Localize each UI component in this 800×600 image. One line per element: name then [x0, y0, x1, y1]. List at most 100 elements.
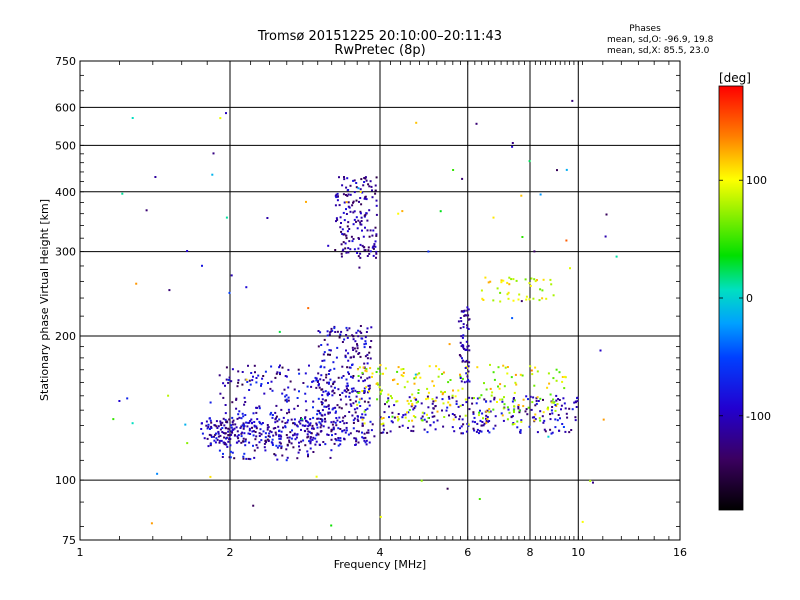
data-point — [256, 406, 259, 409]
data-point — [231, 421, 234, 424]
data-point — [342, 241, 345, 244]
data-point — [402, 371, 405, 374]
data-point — [343, 201, 346, 204]
data-point — [304, 372, 307, 375]
data-point — [549, 393, 552, 396]
data-point — [240, 417, 243, 420]
data-point — [332, 426, 335, 429]
data-point — [271, 389, 274, 392]
data-point — [332, 381, 335, 384]
data-point — [407, 419, 410, 422]
data-point — [320, 401, 323, 403]
data-point — [490, 394, 493, 397]
data-point — [360, 203, 363, 206]
data-point — [315, 379, 318, 382]
data-point — [513, 411, 515, 413]
data-point — [349, 248, 352, 251]
data-point — [339, 421, 342, 423]
data-point — [347, 371, 350, 374]
data-point — [461, 336, 464, 339]
data-point — [345, 403, 348, 406]
data-point — [323, 351, 326, 354]
data-point — [421, 411, 424, 414]
data-point — [461, 357, 463, 360]
data-point — [461, 418, 464, 421]
data-point — [268, 432, 271, 435]
data-point — [315, 386, 318, 389]
data-point — [369, 357, 372, 360]
data-point — [255, 444, 258, 447]
data-point — [218, 374, 221, 377]
data-point — [339, 443, 342, 446]
data-point — [264, 370, 267, 373]
colorbar-tick-label: 0 — [746, 292, 753, 305]
data-point — [269, 413, 272, 416]
data-point — [350, 375, 352, 378]
data-point — [315, 423, 318, 426]
data-point — [344, 356, 347, 359]
data-point — [309, 447, 312, 450]
data-point — [363, 181, 366, 183]
data-point — [360, 397, 363, 400]
data-point — [355, 430, 358, 433]
data-point — [334, 194, 337, 197]
data-point — [379, 392, 382, 395]
data-point — [285, 398, 288, 401]
data-point — [533, 419, 536, 422]
data-point — [305, 419, 307, 422]
data-point — [306, 427, 309, 430]
data-point — [352, 201, 354, 204]
data-point — [476, 422, 479, 425]
data-point — [309, 437, 312, 440]
data-point — [358, 266, 361, 269]
data-point — [329, 349, 332, 352]
data-point — [317, 433, 320, 436]
data-point — [201, 422, 203, 425]
data-point — [218, 449, 221, 452]
data-point — [364, 195, 367, 198]
data-point — [535, 402, 538, 405]
data-point — [481, 297, 484, 300]
data-point — [561, 423, 564, 425]
data-point — [287, 408, 290, 411]
data-point — [352, 335, 355, 338]
data-point — [406, 411, 408, 414]
data-point — [358, 200, 360, 203]
data-point — [392, 379, 394, 382]
data-point — [354, 437, 357, 440]
data-point — [365, 331, 368, 333]
data-point — [307, 435, 310, 438]
data-point — [366, 219, 369, 222]
data-point — [467, 344, 470, 347]
data-point — [503, 403, 506, 406]
data-point — [480, 430, 483, 433]
data-point — [411, 404, 414, 407]
data-point — [361, 431, 363, 434]
data-point — [293, 433, 296, 436]
data-point — [354, 411, 357, 414]
data-point — [357, 379, 360, 382]
data-point — [286, 443, 289, 446]
data-point — [364, 436, 367, 439]
data-point — [460, 335, 463, 338]
data-point — [274, 427, 277, 429]
data-point — [219, 434, 222, 437]
data-point — [327, 382, 330, 385]
data-point — [118, 400, 121, 402]
data-point — [367, 401, 370, 404]
data-point — [309, 440, 312, 443]
data-point — [349, 184, 352, 187]
data-point — [237, 437, 240, 440]
data-point — [472, 427, 475, 430]
data-point — [156, 472, 159, 475]
data-point — [364, 226, 366, 229]
data-point — [492, 408, 495, 411]
data-point — [483, 398, 486, 401]
data-point — [443, 416, 446, 418]
data-point — [355, 216, 358, 219]
data-point — [258, 432, 261, 435]
data-point — [341, 228, 344, 231]
data-point — [506, 418, 509, 421]
data-point — [228, 418, 231, 421]
data-point — [213, 439, 216, 442]
